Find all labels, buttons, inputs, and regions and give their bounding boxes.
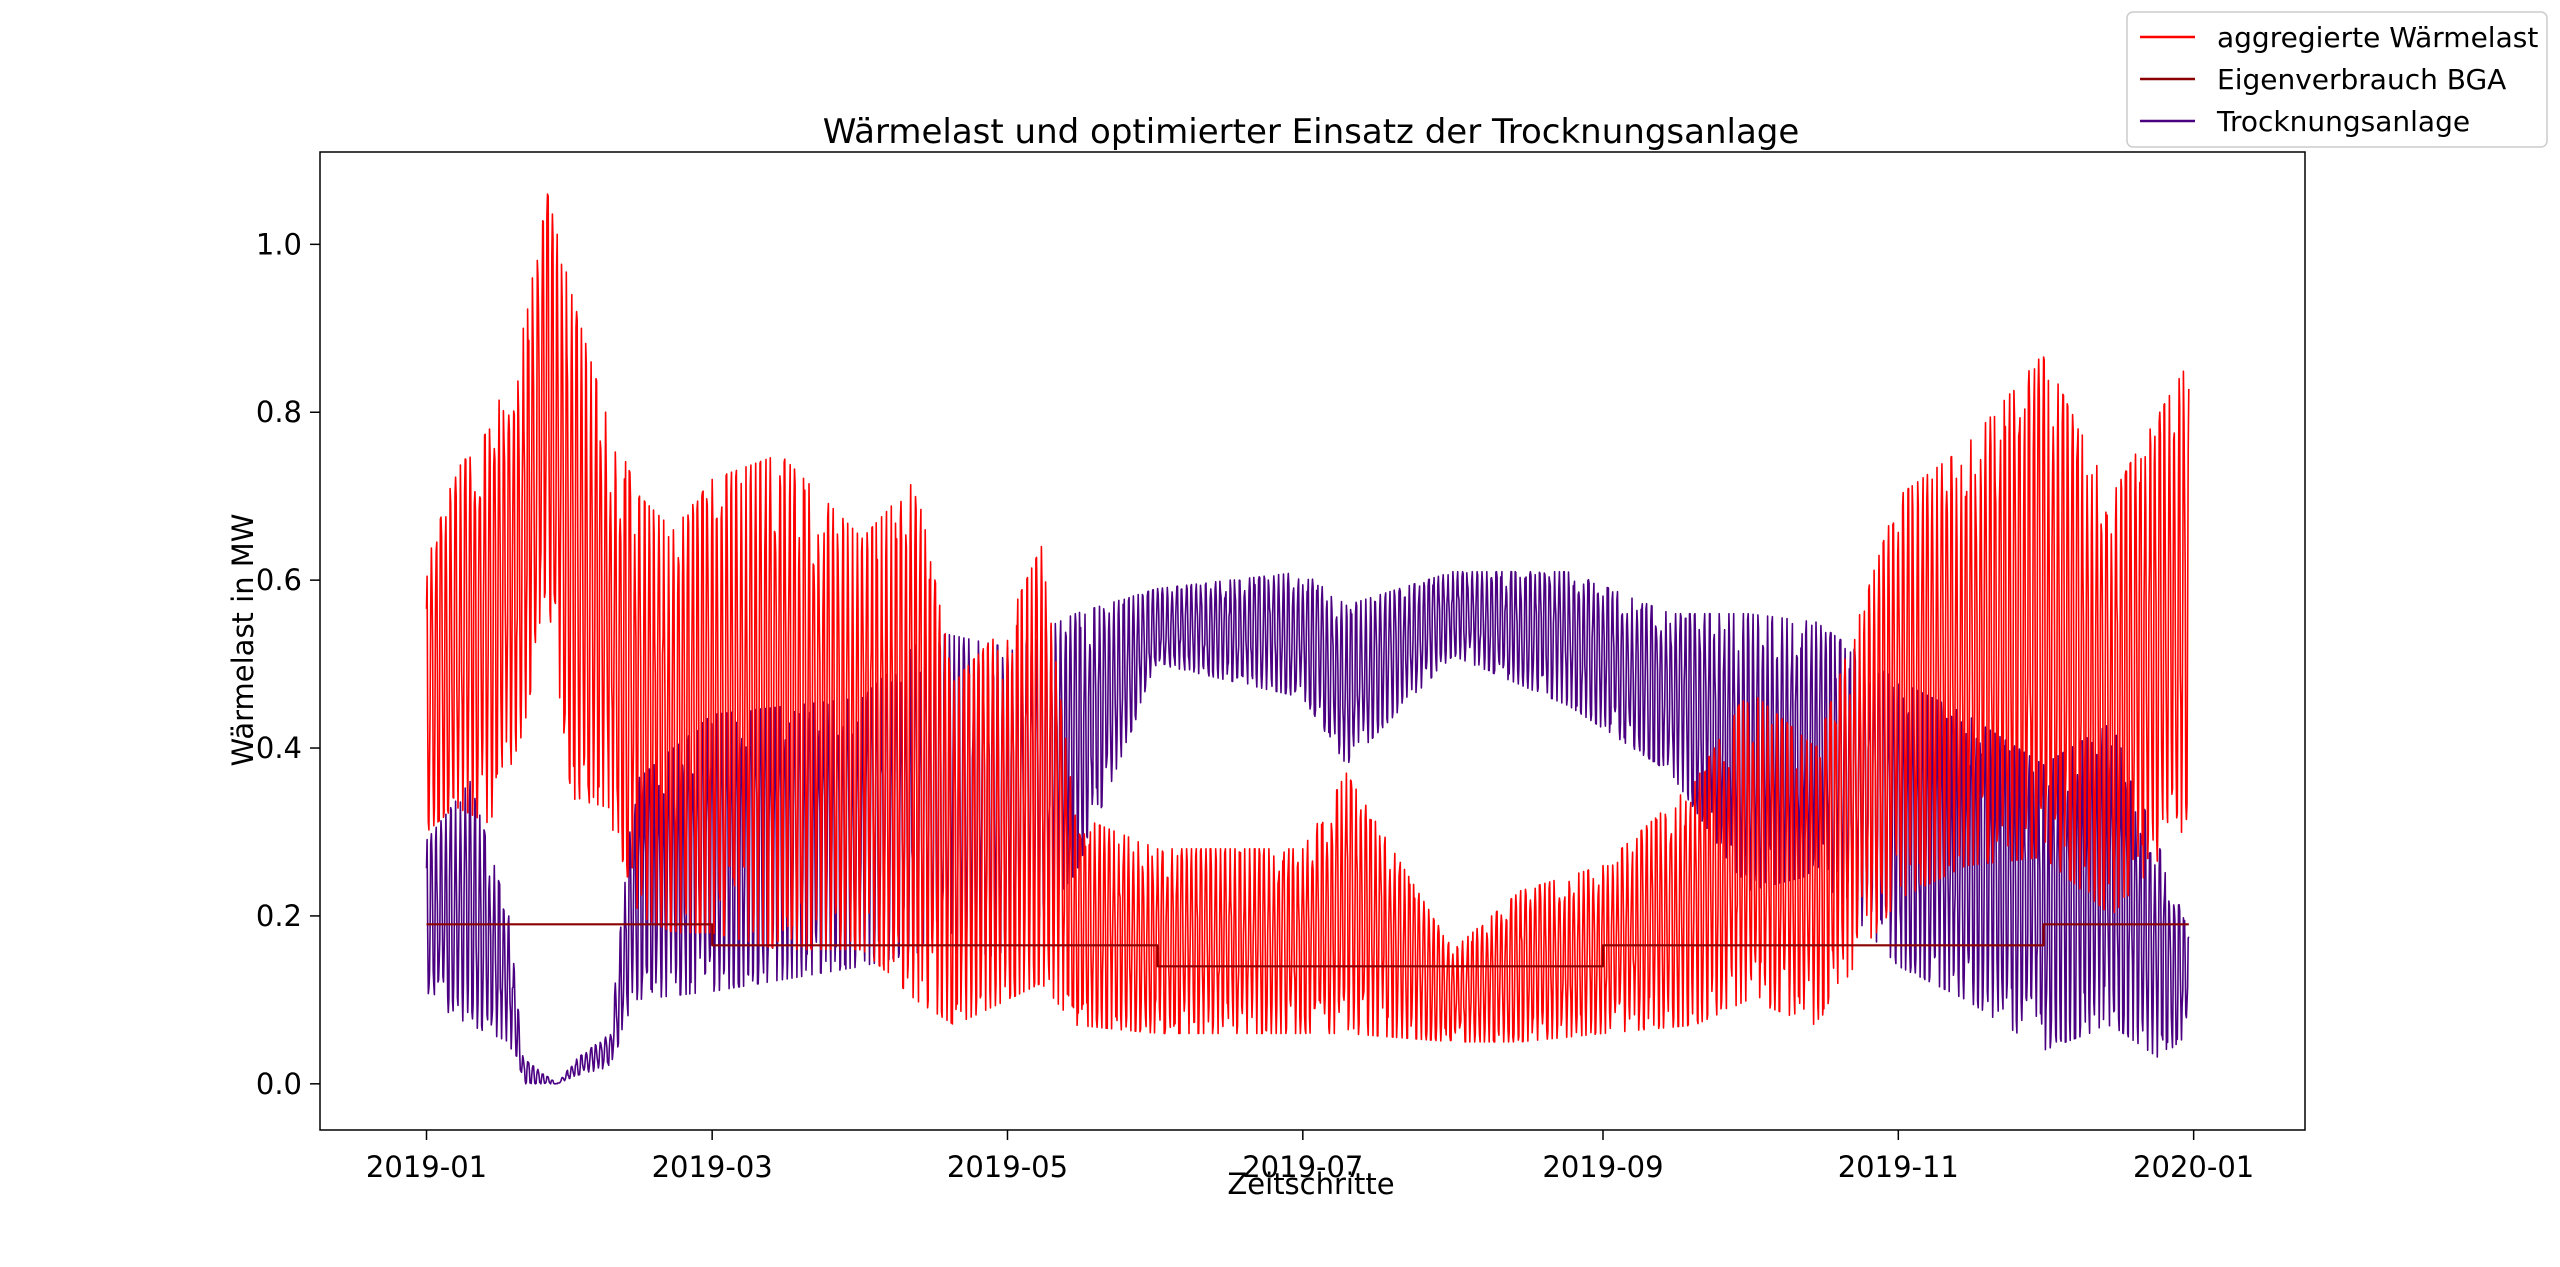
- x-tick-label: 2020-01: [2133, 1150, 2254, 1184]
- y-tick-label: 0.6: [256, 563, 302, 597]
- ticks-layer: 2019-01 2019-03 2019-05 2019-07 2019-09 2019-…: [256, 227, 2254, 1184]
- x-tick-label: 2019-05: [947, 1150, 1068, 1184]
- x-tick-label: 2019-01: [366, 1150, 487, 1184]
- plot-frame: [319, 151, 2306, 1131]
- legend: aggregierte Wärmelast Eigenverbrauch BGA…: [2126, 11, 2548, 148]
- series-line-trocknungsanlage: [425, 570, 2190, 1085]
- x-tick-label: 2019-09: [1542, 1150, 1663, 1184]
- x-tick-label: 2019-11: [1838, 1150, 1959, 1184]
- series-line-waermelast: [425, 193, 2190, 1043]
- y-tick-label: 1.0: [256, 227, 302, 261]
- series-line-eigenverbrauch-bga: [426, 923, 2189, 968]
- y-axis-title: Wärmelast in MW: [226, 514, 260, 767]
- x-tick-label: 2019-07: [1242, 1150, 1363, 1184]
- chart-title: Wärmelast und optimierter Einsatz der Tr…: [823, 112, 1800, 152]
- x-tick-label: 2019-03: [652, 1150, 773, 1184]
- legend-label-eigenverbrauch: Eigenverbrauch BGA: [2217, 63, 2506, 96]
- y-tick-label: 0.4: [256, 731, 302, 765]
- series-layer: [425, 193, 2190, 1085]
- y-tick-label: 0.0: [256, 1067, 302, 1101]
- legend-label-waermelast: aggregierte Wärmelast: [2217, 21, 2538, 54]
- x-axis-title: Zeitschritte: [1227, 1167, 1394, 1201]
- legend-label-trocknung: Trocknungsanlage: [2216, 105, 2470, 138]
- y-tick-label: 0.2: [256, 899, 302, 933]
- legend-box: [2126, 11, 2548, 148]
- y-tick-label: 0.8: [256, 395, 302, 429]
